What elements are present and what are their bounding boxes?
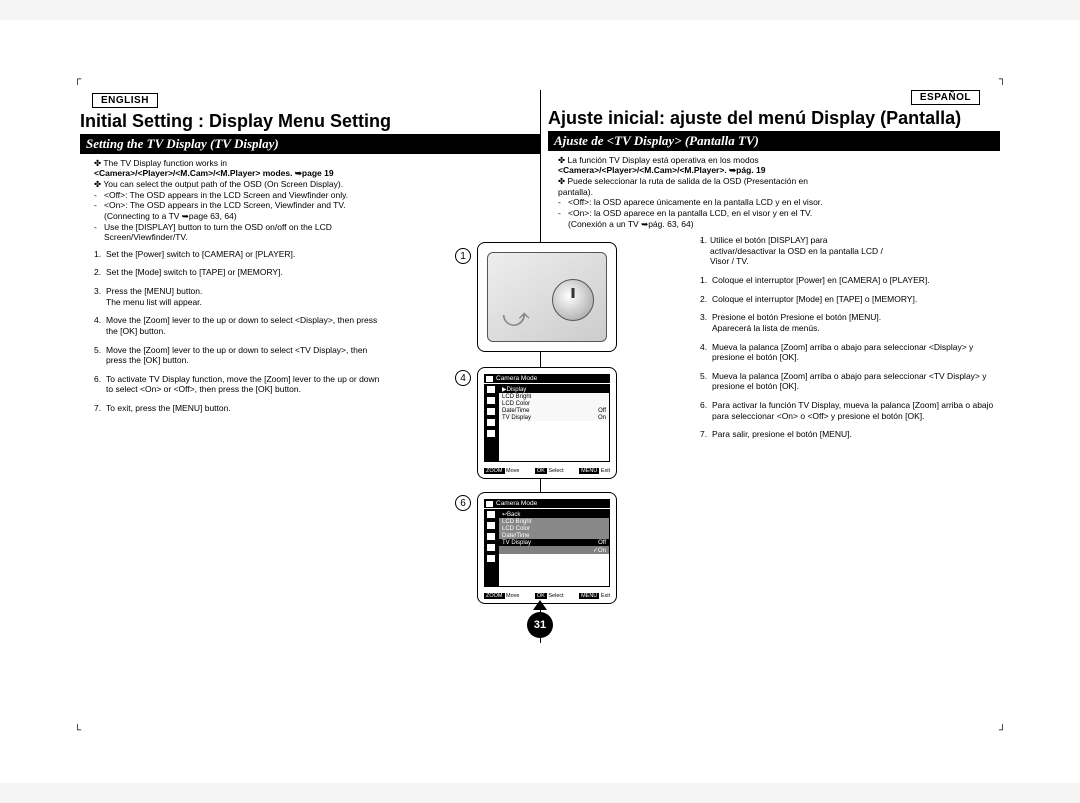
step-es-5: Mueva la palanca [Zoom] arriba o abajo p…	[700, 371, 994, 392]
illus-num-6: 6	[455, 495, 471, 511]
steps-en: Set the [Power] switch to [CAMERA] or [P…	[80, 243, 540, 414]
step-es-2: Coloque el interruptor [Mode] en [TAPE] …	[700, 294, 994, 305]
menu-lcd-color: LCD Color	[502, 401, 530, 407]
manual-page: ┌┐ └┘ ENGLISH Initial Setting : Display …	[0, 20, 1080, 783]
step-en-5: Move the [Zoom] lever to the up or down …	[94, 345, 385, 366]
title-es: Ajuste inicial: ajuste del menú Display …	[540, 109, 1000, 129]
step-es-3: Presione el botón Presione el botón [MEN…	[700, 312, 994, 333]
lang-label-es: ESPAÑOL	[911, 90, 980, 105]
english-column: ENGLISH Initial Setting : Display Menu S…	[80, 90, 540, 723]
step-en-3: Press the [MENU] button.The menu list wi…	[94, 286, 385, 307]
menu-date-time: Date/Time	[502, 408, 529, 414]
step-es-6: Para activar la función TV Display, muev…	[700, 400, 994, 421]
intro-es-l4: <Off>: la OSD aparece únicamente en la p…	[568, 197, 823, 207]
intro-en: The TV Display function works in <Camera…	[80, 158, 540, 243]
intro-es-l3: Puede seleccionar la ruta de salida de l…	[567, 176, 808, 186]
intro-en-l2: <Camera>/<Player>/<M.Cam>/<M.Player> mod…	[94, 168, 334, 178]
menu-mode-4: Camera Mode	[496, 375, 537, 382]
camera-mode-icon	[486, 501, 493, 507]
intro-es-l5: <On>: la OSD aparece en la pantalla LCD,…	[568, 208, 812, 218]
menu-screenshot-4: Camera Mode ▶Display LCD Bright LCD Colo…	[477, 367, 617, 479]
menu-lcd-bright: LCD Bright	[502, 394, 531, 400]
intro-es-l1: La función TV Display está operativa en …	[567, 155, 758, 165]
intro-en-l6: (Connecting to a TV ➥page 63, 64)	[104, 211, 237, 221]
title-en: Initial Setting : Display Menu Setting	[80, 112, 540, 132]
lang-label-en: ENGLISH	[92, 93, 158, 108]
step-es-4: Mueva la palanca [Zoom] arriba o abajo p…	[700, 342, 994, 363]
menu-sidebar-4	[484, 384, 498, 462]
menu-mode-6: Camera Mode	[496, 500, 537, 507]
page-number-badge: 31	[527, 612, 553, 638]
menu-footer-6: ZOOM Move OK Select MENU Exit	[484, 593, 610, 599]
step-en-1: Set the [Power] switch to [CAMERA] or [P…	[94, 249, 385, 260]
intro-es-l2: <Camera>/<Player>/<M.Cam>/<M.Player>. ➥p…	[558, 165, 765, 175]
menu-screenshot-6: Camera Mode ↩Back LCD Bright LCD Color D…	[477, 492, 617, 604]
crop-marks-bottom: └┘	[74, 725, 1006, 737]
subtitle-en: Setting the TV Display (TV Display)	[80, 134, 540, 154]
switch-arrow-icon: ⤻	[502, 302, 530, 334]
intro-es-l6: (Conexión a un TV ➥pág. 63, 64)	[568, 219, 694, 229]
menu-footer-4: ZOOM Move OK Select MENU Exit	[484, 468, 610, 474]
subtitle-es: Ajuste de <TV Display> (Pantalla TV)	[548, 131, 1000, 151]
step-en-4: Move the [Zoom] lever to the up or down …	[94, 315, 385, 336]
step-es-7: Para salir, presione el botón [MENU].	[700, 429, 994, 440]
step-en-7: To exit, press the [MENU] button.	[94, 403, 385, 414]
intro-en-l7: Use the [DISPLAY] button to turn the OSD…	[104, 222, 332, 232]
step-en-2: Set the [Mode] switch to [TAPE] or [MEMO…	[94, 267, 385, 278]
illus-num-4: 4	[455, 370, 471, 386]
crop-marks-top: ┌┐	[74, 74, 1006, 86]
menu-sidebar-6	[484, 509, 498, 587]
intro-en-l8: Screen/Viewfinder/TV.	[104, 232, 188, 242]
menu-tv-display: TV Display	[502, 415, 531, 421]
camera-mode-icon	[486, 376, 493, 382]
intro-en-l4: <Off>: The OSD appears in the LCD Screen…	[104, 190, 348, 200]
power-dial-icon	[552, 279, 594, 321]
camera-illustration: ⤻	[477, 242, 617, 352]
intro-en-l3: You can select the output path of the OS…	[103, 179, 343, 189]
step-en-6: To activate TV Display function, move th…	[94, 374, 385, 395]
step-es-1: Coloque el interruptor [Power] en [CAMER…	[700, 275, 994, 286]
intro-en-l5: <On>: The OSD appears in the LCD Screen,…	[104, 200, 346, 210]
intro-es: La función TV Display está operativa en …	[540, 155, 1000, 229]
intro-en-l1: The TV Display function works in	[103, 158, 227, 168]
illus-num-1: 1	[455, 248, 471, 264]
